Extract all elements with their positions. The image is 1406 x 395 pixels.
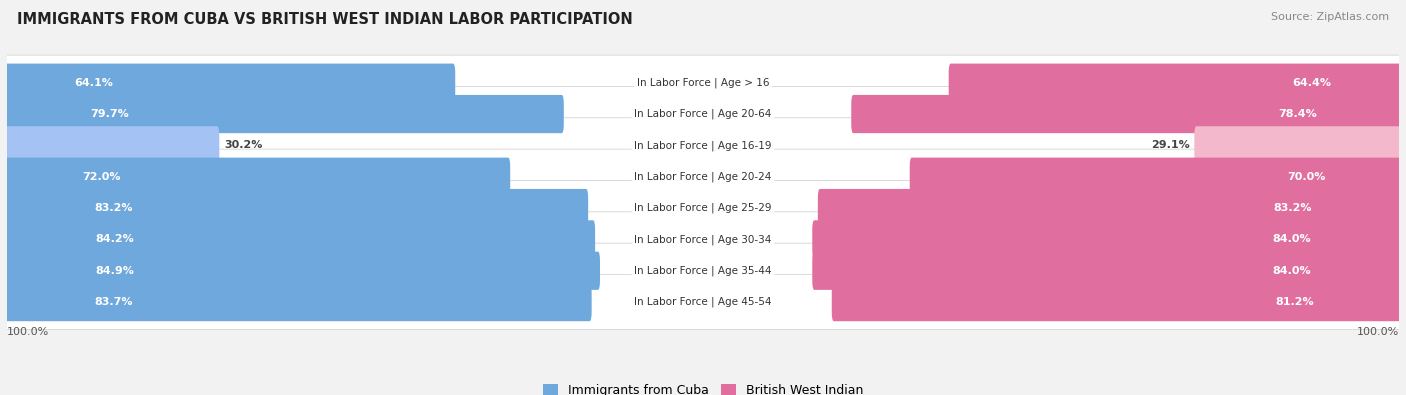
Text: 100.0%: 100.0%	[1357, 327, 1399, 337]
FancyBboxPatch shape	[949, 64, 1400, 102]
Text: In Labor Force | Age 20-24: In Labor Force | Age 20-24	[634, 171, 772, 182]
Text: 64.4%: 64.4%	[1292, 78, 1331, 88]
FancyBboxPatch shape	[4, 243, 1402, 298]
Text: 83.7%: 83.7%	[94, 297, 134, 307]
Text: In Labor Force | Age 30-34: In Labor Force | Age 30-34	[634, 234, 772, 245]
Text: 84.0%: 84.0%	[1272, 234, 1312, 245]
Text: 83.2%: 83.2%	[1274, 203, 1312, 213]
Text: 70.0%: 70.0%	[1288, 172, 1326, 182]
FancyBboxPatch shape	[818, 189, 1400, 227]
FancyBboxPatch shape	[813, 252, 1400, 290]
Text: 72.0%: 72.0%	[82, 172, 121, 182]
Legend: Immigrants from Cuba, British West Indian: Immigrants from Cuba, British West India…	[543, 384, 863, 395]
FancyBboxPatch shape	[851, 95, 1400, 133]
Text: In Labor Force | Age 20-64: In Labor Force | Age 20-64	[634, 109, 772, 119]
Text: 83.2%: 83.2%	[94, 203, 132, 213]
Text: 78.4%: 78.4%	[1278, 109, 1317, 119]
Text: In Labor Force | Age 25-29: In Labor Force | Age 25-29	[634, 203, 772, 213]
Text: In Labor Force | Age 16-19: In Labor Force | Age 16-19	[634, 140, 772, 150]
Text: In Labor Force | Age 45-54: In Labor Force | Age 45-54	[634, 297, 772, 307]
FancyBboxPatch shape	[6, 189, 588, 227]
Text: 29.1%: 29.1%	[1150, 140, 1189, 150]
FancyBboxPatch shape	[4, 275, 1402, 330]
FancyBboxPatch shape	[6, 283, 592, 321]
FancyBboxPatch shape	[6, 252, 600, 290]
Text: 79.7%: 79.7%	[90, 109, 129, 119]
FancyBboxPatch shape	[6, 158, 510, 196]
FancyBboxPatch shape	[4, 118, 1402, 173]
FancyBboxPatch shape	[1194, 126, 1400, 164]
Text: 84.0%: 84.0%	[1272, 266, 1312, 276]
Text: In Labor Force | Age > 16: In Labor Force | Age > 16	[637, 77, 769, 88]
FancyBboxPatch shape	[6, 220, 595, 258]
Text: 84.2%: 84.2%	[96, 234, 134, 245]
Text: 81.2%: 81.2%	[1275, 297, 1315, 307]
Text: 84.9%: 84.9%	[96, 266, 135, 276]
FancyBboxPatch shape	[813, 220, 1400, 258]
FancyBboxPatch shape	[4, 212, 1402, 267]
Text: 64.1%: 64.1%	[75, 78, 112, 88]
FancyBboxPatch shape	[832, 283, 1400, 321]
FancyBboxPatch shape	[4, 149, 1402, 204]
FancyBboxPatch shape	[4, 55, 1402, 110]
Text: In Labor Force | Age 35-44: In Labor Force | Age 35-44	[634, 265, 772, 276]
FancyBboxPatch shape	[910, 158, 1400, 196]
Text: IMMIGRANTS FROM CUBA VS BRITISH WEST INDIAN LABOR PARTICIPATION: IMMIGRANTS FROM CUBA VS BRITISH WEST IND…	[17, 12, 633, 27]
FancyBboxPatch shape	[4, 87, 1402, 142]
Text: 100.0%: 100.0%	[7, 327, 49, 337]
Text: 30.2%: 30.2%	[224, 140, 263, 150]
Text: Source: ZipAtlas.com: Source: ZipAtlas.com	[1271, 12, 1389, 22]
FancyBboxPatch shape	[4, 181, 1402, 236]
FancyBboxPatch shape	[6, 95, 564, 133]
FancyBboxPatch shape	[6, 126, 219, 164]
FancyBboxPatch shape	[6, 64, 456, 102]
